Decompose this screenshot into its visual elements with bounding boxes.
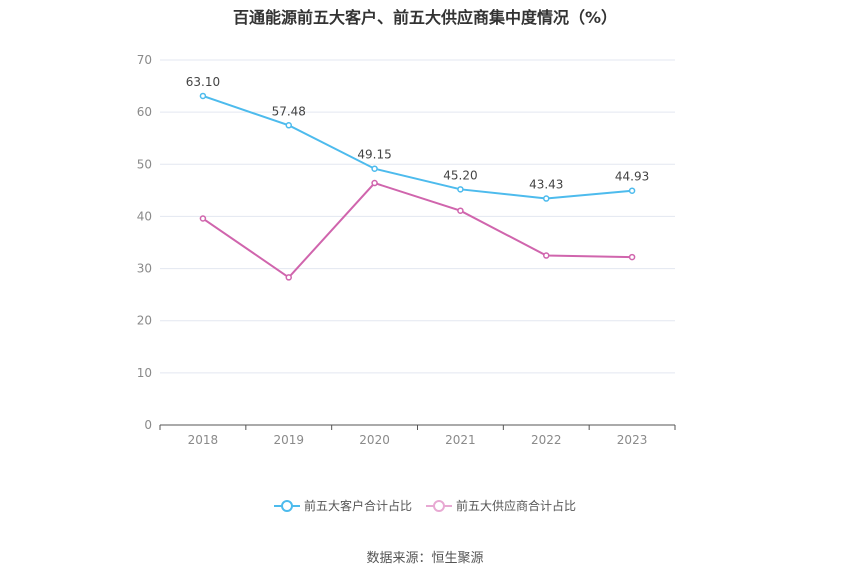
data-point xyxy=(285,122,292,129)
data-source: 数据来源：恒生聚源 xyxy=(366,551,484,566)
data-point xyxy=(371,179,378,187)
legend-label-customers: 前五大客户合计占比 xyxy=(303,499,412,513)
data-point xyxy=(628,187,636,194)
legend: 前五大客户合计占比 前五大供应商合计占比 xyxy=(0,497,850,514)
data-point xyxy=(371,165,378,172)
legend-marker-suppliers xyxy=(426,499,452,512)
y-tick-label: 60 xyxy=(137,105,152,119)
y-tick-label: 30 xyxy=(137,262,152,276)
line-chart: 0 10 20 30 40 50 60 70 2018 2019 2020 2021 2022 2023 6… xyxy=(137,53,676,447)
series-line-2 xyxy=(202,181,633,279)
legend-label-suppliers: 前五大供应商合计占比 xyxy=(456,499,577,513)
x-tick-label: 2022 xyxy=(531,433,562,447)
x-tick-label: 2018 xyxy=(188,433,219,447)
data-label: 43.43 xyxy=(529,178,563,192)
y-tick-label: 0 xyxy=(144,418,152,432)
data-label: 57.48 xyxy=(272,104,306,118)
data-point xyxy=(285,274,292,281)
series-line-1 xyxy=(202,95,633,200)
x-tick-label: 2023 xyxy=(617,433,648,447)
legend-item-customers[interactable]: 前五大客户合计占比 xyxy=(273,497,412,514)
data-point xyxy=(457,207,464,214)
legend-item-suppliers[interactable]: 前五大供应商合计占比 xyxy=(426,497,576,514)
x-tick-label: 2020 xyxy=(359,433,390,447)
data-point xyxy=(199,92,207,100)
y-tick-label: 20 xyxy=(137,314,152,328)
legend-marker-customers xyxy=(273,499,300,512)
y-tick-label: 40 xyxy=(137,209,152,223)
data-label: 63.10 xyxy=(186,75,220,89)
data-label: 49.15 xyxy=(357,148,391,162)
y-tick-label: 50 xyxy=(137,157,152,171)
data-label: 44.93 xyxy=(615,170,649,184)
y-tick-label: 70 xyxy=(137,53,152,67)
chart-title: 百通能源前五大客户、前五大供应商集中度情况（%） xyxy=(232,8,618,27)
data-point xyxy=(199,215,207,222)
data-label: 45.20 xyxy=(443,168,477,182)
data-point xyxy=(457,186,464,193)
data-point xyxy=(543,195,550,202)
x-tick-label: 2019 xyxy=(273,433,304,447)
data-point xyxy=(628,253,636,261)
data-point xyxy=(543,252,550,259)
x-tick-label: 2021 xyxy=(445,433,476,447)
y-tick-label: 10 xyxy=(137,366,152,380)
